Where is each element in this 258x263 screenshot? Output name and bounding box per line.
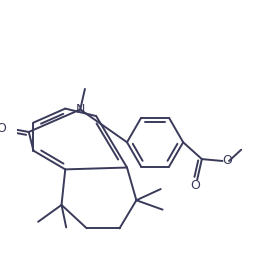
Text: O: O — [222, 154, 232, 168]
Text: O: O — [190, 179, 200, 192]
Text: N: N — [76, 103, 85, 116]
Text: O: O — [0, 122, 7, 135]
